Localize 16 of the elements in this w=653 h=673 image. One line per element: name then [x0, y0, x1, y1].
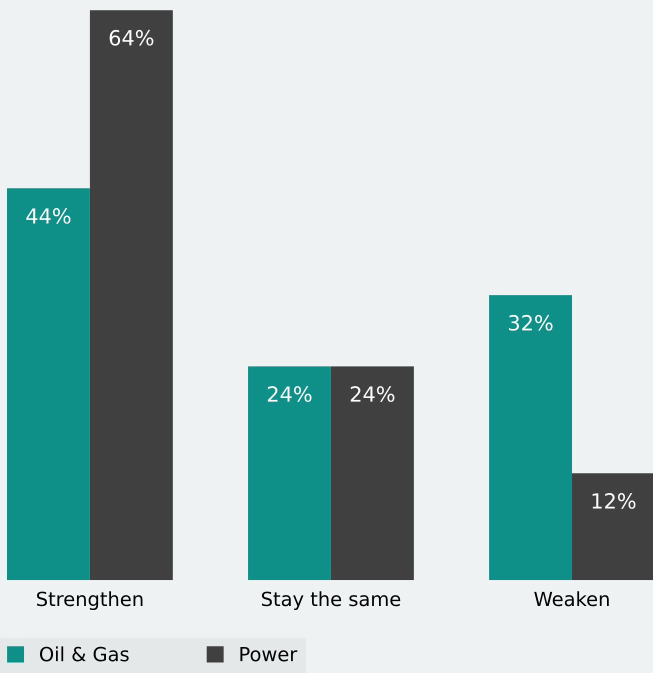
bar	[330, 366, 414, 580]
x-tick-label: Stay the same	[262, 591, 400, 610]
x-tick-label: Weaken	[534, 591, 609, 606]
data-label: 64%	[110, 30, 154, 46]
bar	[489, 295, 572, 580]
bar	[248, 366, 331, 580]
legend-label: Oil & Gas	[40, 646, 129, 662]
bar	[90, 10, 173, 580]
legend-label: Power	[240, 647, 298, 662]
data-label: 24%	[268, 386, 312, 402]
x-tick-label: Strengthen	[37, 591, 142, 610]
bar	[6, 188, 90, 580]
data-label: 24%	[350, 386, 394, 402]
data-label: 32%	[508, 314, 553, 331]
data-label: 44%	[26, 208, 70, 224]
data-label: 12%	[592, 493, 636, 509]
